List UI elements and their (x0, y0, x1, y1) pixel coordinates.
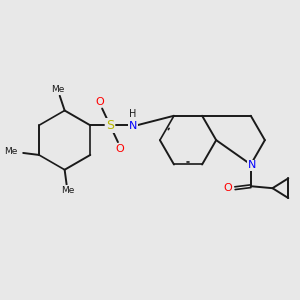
Text: N: N (248, 160, 256, 170)
Text: O: O (116, 144, 124, 154)
Text: N: N (129, 121, 137, 131)
Text: Me: Me (51, 85, 64, 94)
Text: Me: Me (4, 148, 17, 157)
Text: S: S (106, 119, 114, 132)
Text: O: O (96, 97, 104, 106)
Text: H: H (129, 110, 136, 119)
Text: O: O (224, 183, 233, 193)
Text: Me: Me (61, 186, 74, 195)
